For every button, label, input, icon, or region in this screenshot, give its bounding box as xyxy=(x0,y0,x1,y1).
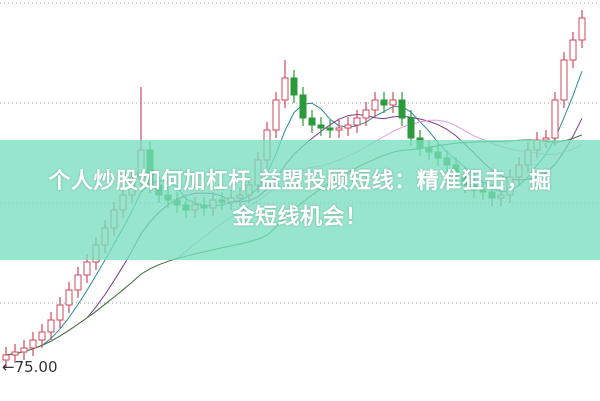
candle-body xyxy=(317,124,325,129)
candle xyxy=(38,324,46,348)
candle-body xyxy=(362,109,370,119)
candle-body xyxy=(272,99,280,131)
candle xyxy=(281,60,289,108)
candle xyxy=(389,92,397,113)
candle xyxy=(326,120,334,138)
candle-body xyxy=(38,331,46,341)
candle xyxy=(299,87,307,126)
candle xyxy=(65,282,73,313)
candle-body xyxy=(290,77,298,96)
candle-body xyxy=(11,351,19,356)
candle-body xyxy=(299,94,307,119)
candle-body xyxy=(569,39,577,61)
candle-body xyxy=(2,354,10,361)
candle-body xyxy=(560,59,568,101)
candle-body xyxy=(29,339,37,349)
candle xyxy=(11,344,19,363)
candle-body xyxy=(56,304,64,321)
candle-body xyxy=(344,124,352,129)
candle xyxy=(56,297,64,328)
candle xyxy=(560,52,568,108)
price-marker-label: ←75.00 xyxy=(2,358,58,376)
candle xyxy=(578,10,586,48)
candle-body xyxy=(398,99,406,119)
candle-body xyxy=(578,17,586,41)
headline-line-1: 个人炒股如何加杠杆 益盟投顾短线：精准狙击，掘 xyxy=(48,169,552,194)
candle xyxy=(317,117,325,136)
candle-body xyxy=(47,319,55,333)
candle xyxy=(371,92,379,118)
headline-line-2: 金短线机会！ xyxy=(232,205,368,230)
candle-body xyxy=(407,117,415,139)
candle xyxy=(308,110,316,133)
candle xyxy=(353,110,361,133)
candle-body xyxy=(353,117,361,126)
candle xyxy=(290,70,298,103)
candle-body xyxy=(335,127,343,131)
candle xyxy=(47,312,55,340)
candle-body xyxy=(20,347,28,353)
candle-body xyxy=(551,99,559,139)
candle-body xyxy=(326,127,334,131)
candle-body xyxy=(281,77,289,101)
candle xyxy=(398,92,406,126)
candle xyxy=(380,92,388,113)
candle-body xyxy=(65,289,73,306)
candle-body xyxy=(389,99,397,106)
candle xyxy=(29,332,37,356)
candle-body xyxy=(380,99,388,106)
headline-banner: 个人炒股如何加杠杆 益盟投顾短线：精准狙击，掘 金短线机会！ xyxy=(0,140,600,260)
candle-body xyxy=(371,99,379,111)
candle-body xyxy=(308,117,316,126)
candle xyxy=(362,102,370,126)
candle-body xyxy=(74,274,82,291)
candle xyxy=(20,340,28,360)
candle xyxy=(335,120,343,138)
candle xyxy=(74,267,82,298)
candle xyxy=(272,92,280,138)
candle xyxy=(344,117,352,136)
candle-body xyxy=(83,261,91,276)
candle xyxy=(2,347,10,368)
candle xyxy=(551,92,559,146)
candle xyxy=(569,32,577,68)
